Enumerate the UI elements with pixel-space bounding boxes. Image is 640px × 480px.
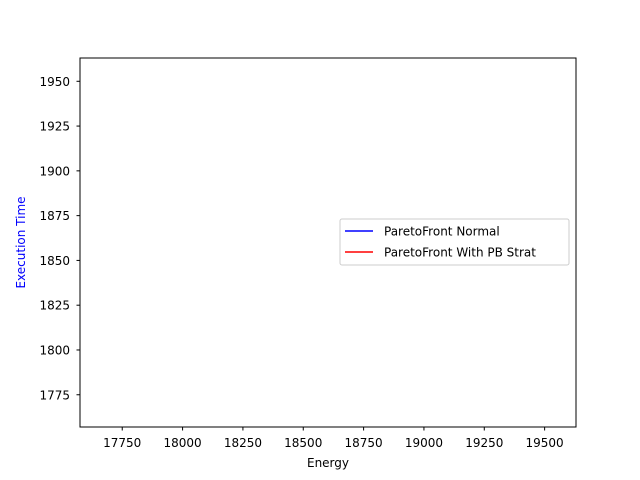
x-tick-label: 17750: [103, 436, 141, 450]
x-tick-label: 18750: [345, 436, 383, 450]
y-tick-label: 1875: [39, 209, 70, 223]
y-tick-label: 1800: [39, 343, 70, 357]
y-tick-label: 1950: [39, 75, 70, 89]
x-tick-label: 19000: [405, 436, 443, 450]
y-axis: 1775 1800 1825 1850 1875 1900 1925 1950: [39, 75, 80, 402]
x-tick-label: 18500: [284, 436, 322, 450]
x-tick-label: 18000: [163, 436, 201, 450]
x-axis-label: Energy: [307, 456, 349, 470]
y-tick-label: 1900: [39, 164, 70, 178]
legend-label-normal: ParetoFront Normal: [384, 225, 500, 239]
y-axis-label: Execution Time: [14, 196, 28, 288]
legend-label-pb-strat: ParetoFront With PB Strat: [384, 246, 536, 260]
plot-frame: [79, 57, 577, 428]
x-tick-label: 19250: [465, 436, 503, 450]
y-tick-label: 1775: [39, 388, 70, 402]
legend-box: [339, 218, 570, 266]
x-tick-label: 19500: [526, 436, 564, 450]
x-axis: 17750 18000 18250 18500 18750 19000 19250 19500: [103, 427, 564, 450]
y-tick-label: 1825: [39, 299, 70, 313]
y-tick-label: 1925: [39, 120, 70, 134]
x-tick-label: 18250: [224, 436, 262, 450]
legend: ParetoFront Normal ParetoFront With PB S…: [339, 218, 570, 266]
y-tick-label: 1850: [39, 254, 70, 268]
